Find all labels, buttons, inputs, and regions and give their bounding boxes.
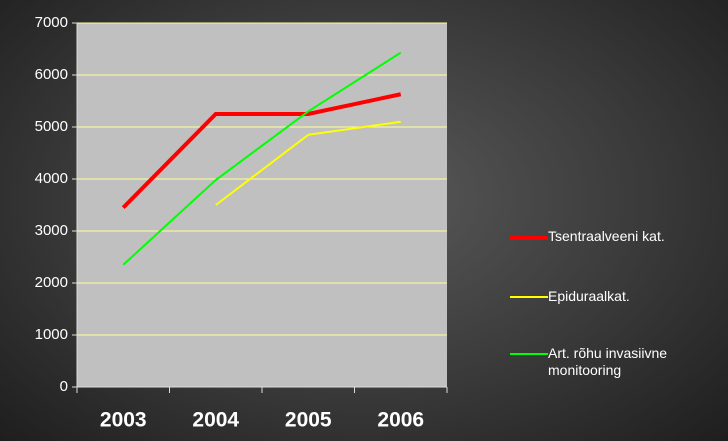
legend-item: Epiduraalkat.: [510, 288, 720, 305]
legend-item: Art. rõhu invasiivne monitooring: [510, 345, 720, 379]
legend-label: Art. rõhu invasiivne monitooring: [548, 345, 668, 378]
y-tick-label: 3000: [35, 222, 68, 239]
series-line: [122, 51, 402, 266]
y-tick-label: 6000: [35, 66, 68, 83]
legend-swatch: [510, 353, 548, 355]
plot-area: [77, 23, 447, 387]
y-tick-label: 2000: [35, 274, 68, 291]
y-tick-label: 7000: [35, 14, 68, 31]
legend-label: Epiduraalkat.: [548, 288, 630, 304]
y-tick-label: 5000: [35, 118, 68, 135]
series-line: [121, 92, 402, 210]
legend-swatch: [510, 296, 548, 298]
series-line: [215, 120, 401, 206]
x-tick-label: 2004: [192, 409, 239, 432]
legend-label: Tsentraalveeni kat.: [548, 228, 665, 244]
y-tick-label: 1000: [35, 326, 68, 343]
y-tick-label: 4000: [35, 170, 68, 187]
y-tick-label: 0: [60, 378, 68, 395]
x-tick-label: 2006: [377, 409, 424, 432]
legend-item: Tsentraalveeni kat.: [510, 228, 720, 245]
x-tick-label: 2003: [100, 409, 147, 432]
x-tick-label: 2005: [285, 409, 332, 432]
legend-swatch: [510, 236, 548, 240]
